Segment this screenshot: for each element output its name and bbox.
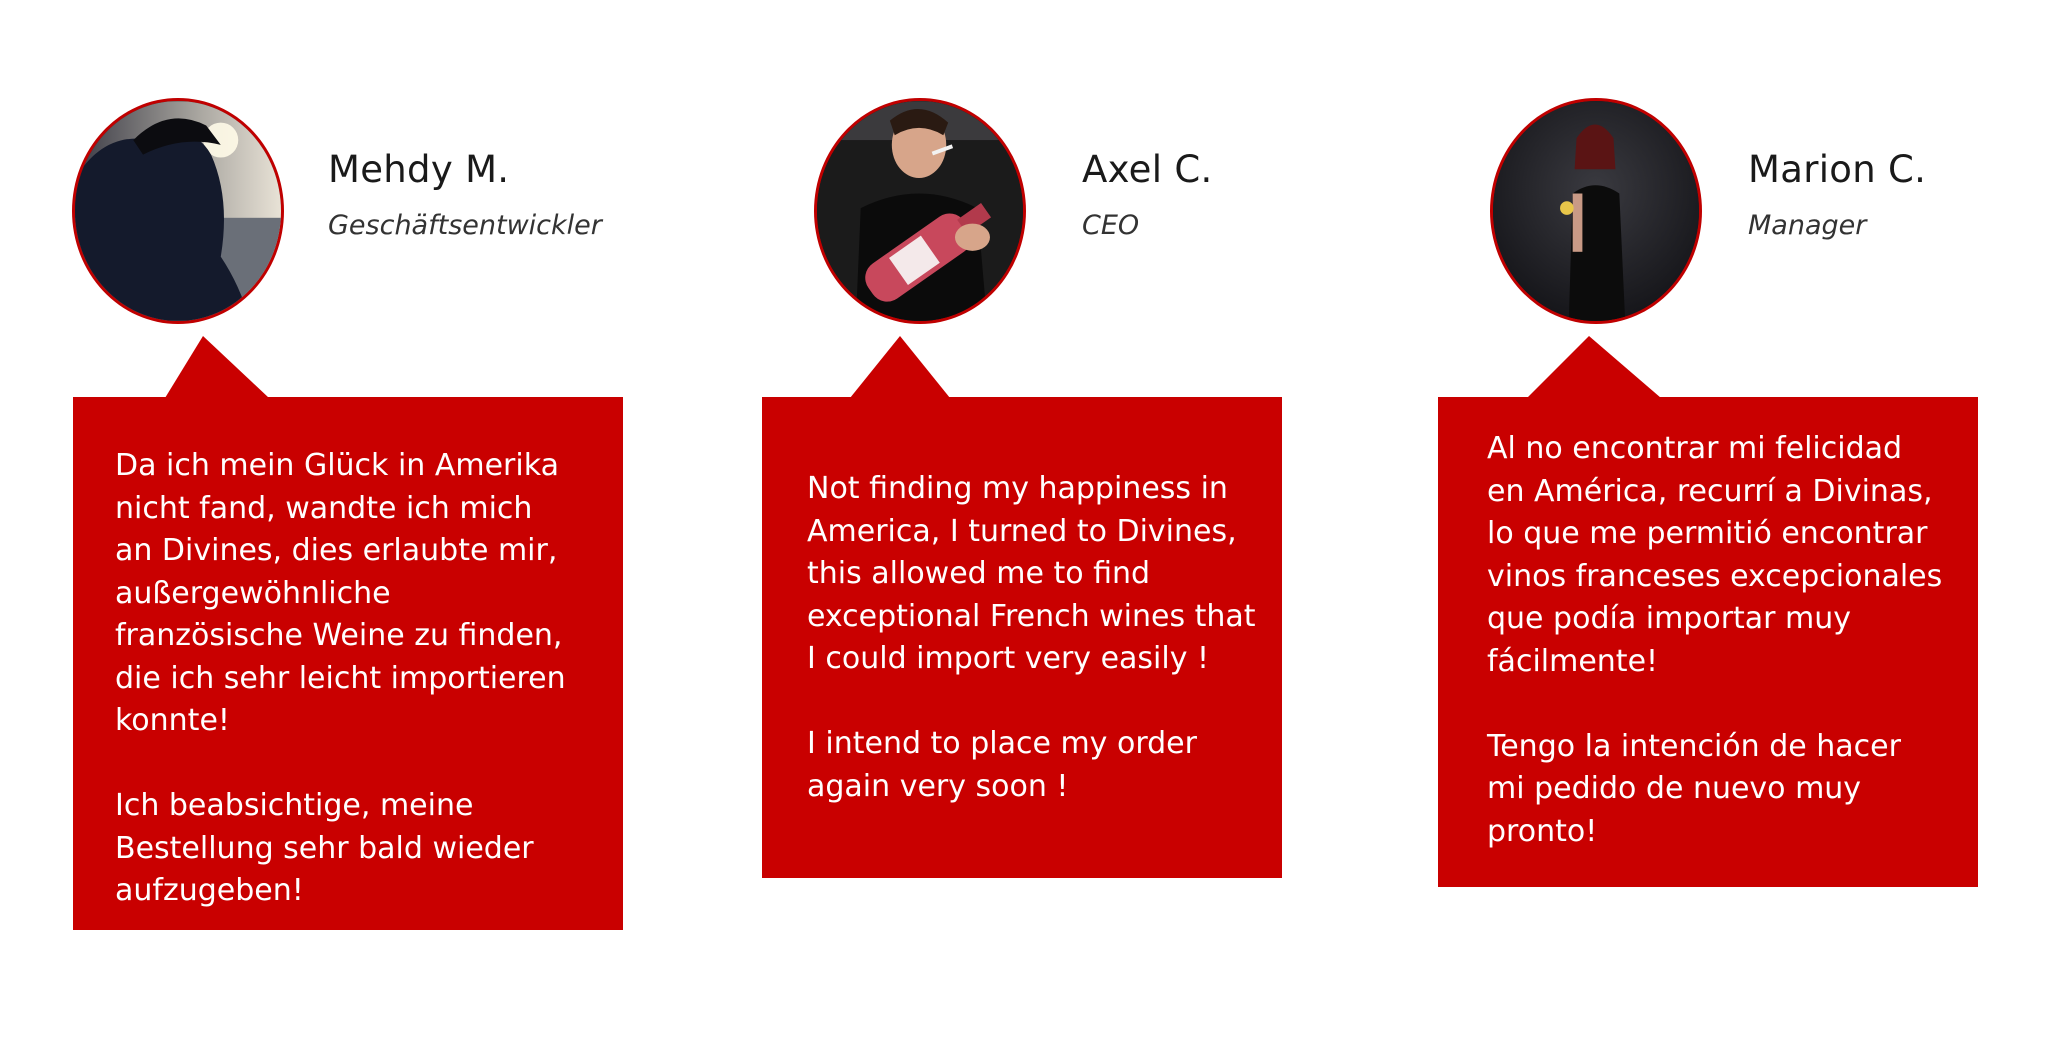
person-name: Marion C.	[1748, 148, 1927, 191]
person-name: Axel C.	[1082, 148, 1213, 191]
person-role: Manager	[1748, 210, 1867, 241]
quote-bubble: Not finding my happiness in America, I t…	[762, 397, 1282, 878]
quote-text: Al no encontrar mi felicidad en América,…	[1487, 431, 1943, 849]
speech-pointer	[1527, 336, 1661, 398]
quote-bubble: Al no encontrar mi felicidad en América,…	[1438, 397, 1978, 887]
person-role: Geschäftsentwickler	[328, 210, 602, 241]
speech-pointer	[850, 336, 950, 398]
speech-pointer	[165, 336, 269, 398]
avatar-photo-woman	[1493, 101, 1699, 321]
testimonial-card-mehdy: Mehdy M. Geschäftsentwickler Da ich mein…	[0, 0, 680, 1061]
quote-bubble: Da ich mein Glück in Amerika nicht fand,…	[73, 397, 623, 930]
testimonial-card-axel: Axel C. CEO Not finding my happiness in …	[762, 98, 1282, 878]
person-name: Mehdy M.	[328, 148, 510, 191]
avatar	[1490, 98, 1702, 324]
quote-text: Not finding my happiness in America, I t…	[807, 471, 1256, 804]
quote-text: Da ich mein Glück in Amerika nicht fand,…	[115, 448, 566, 908]
avatar-photo-man-bottle	[817, 101, 1023, 321]
person-role: CEO	[1082, 210, 1140, 241]
avatar	[814, 98, 1026, 324]
